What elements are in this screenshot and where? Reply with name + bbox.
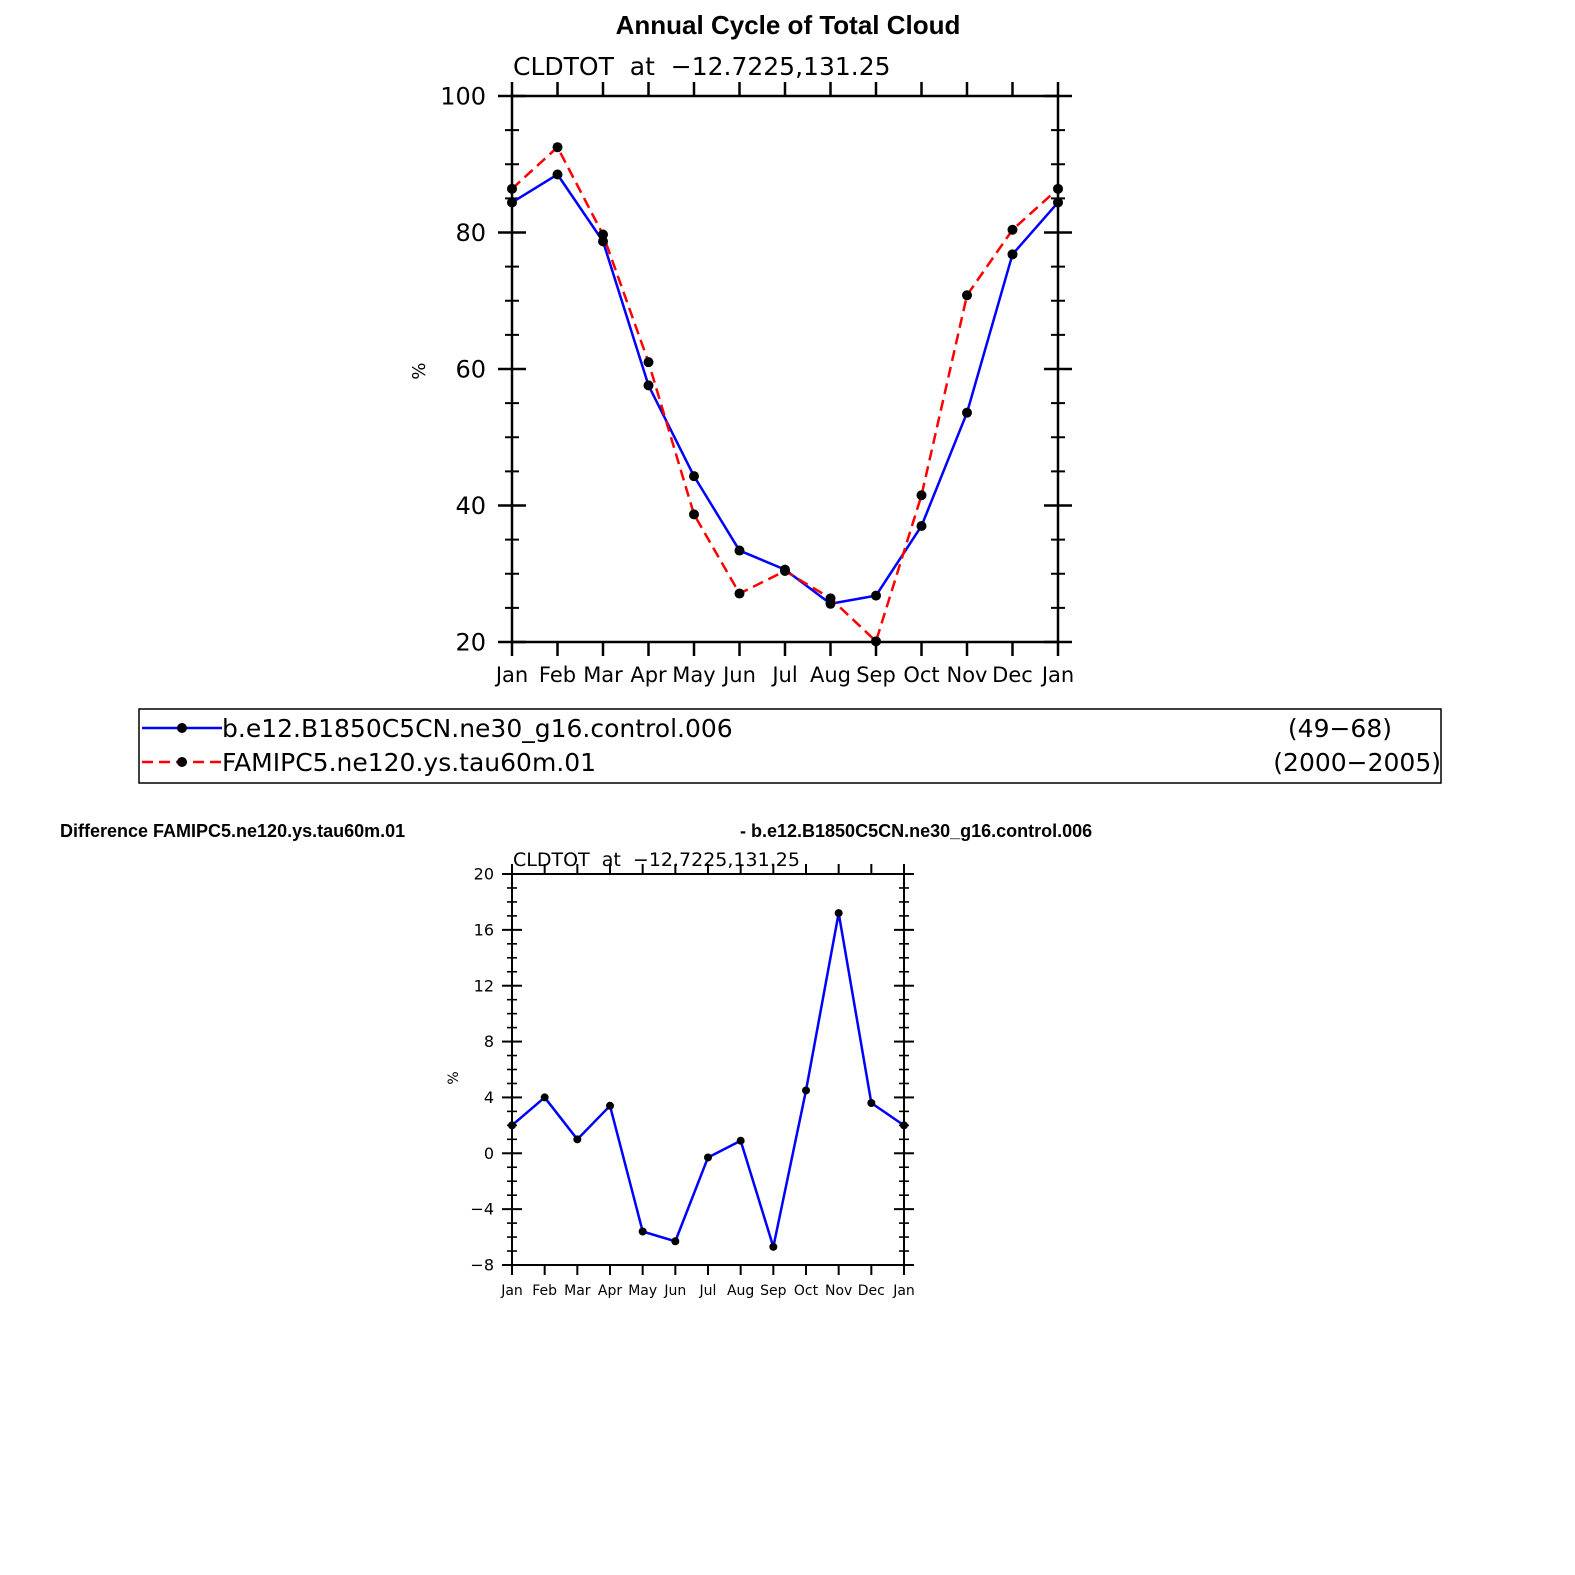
legend-marker-series2 [177, 757, 187, 767]
c2-series-1-point [638, 1227, 647, 1236]
c1-xtick-label: Apr [630, 663, 667, 687]
c2-xtick-label: Jul [699, 1283, 717, 1299]
c1-series-2-point [916, 490, 927, 501]
c2-series-1-point [802, 1086, 810, 1095]
annual-cycle-ylabel: % [409, 362, 430, 379]
c2-series-1-point [508, 1121, 516, 1130]
c1-series-2-point [1053, 183, 1063, 194]
c2-series-1-point [900, 1121, 908, 1130]
c2-xtick-label: Sep [760, 1283, 787, 1299]
c1-xtick-label: Nov [947, 663, 988, 687]
c1-series-2-point [962, 290, 972, 301]
figure-title: Annual Cycle of Total Cloud [616, 10, 961, 40]
c1-series-1-point [643, 380, 654, 391]
c2-series-1-point [867, 1099, 876, 1108]
c1-xtick-label: Dec [992, 663, 1033, 687]
c2-xtick-label: Oct [794, 1283, 819, 1299]
c2-ytick-label: 4 [484, 1088, 494, 1107]
c1-xtick-label: Aug [810, 663, 851, 687]
legend-entry-series1: b.e12.B1850C5CN.ne30_g16.control.006 (49… [142, 714, 1392, 743]
c2-series-1-point [573, 1135, 582, 1144]
c1-xtick-label: Oct [903, 663, 939, 687]
c2-ytick-label: 12 [474, 976, 494, 995]
c1-series-2-point [780, 566, 790, 577]
annual-cycle-subtitle: CLDTOT at −12.7225,131.25 [513, 52, 891, 81]
c1-series-2-point [825, 593, 836, 604]
c2-series-1-point [736, 1136, 745, 1145]
c2-ytick-label: −4 [470, 1200, 494, 1219]
c2-plot-frame [511, 873, 905, 1266]
c1-xtick-label: May [672, 663, 715, 687]
c1-ytick-label: 20 [455, 628, 486, 656]
c1-series-1-point [1053, 197, 1063, 208]
c1-series-1-point [552, 169, 563, 180]
c1-series-2-point [734, 588, 745, 599]
c1-series-1-point [1007, 249, 1018, 260]
legend-marker-series1 [177, 723, 187, 733]
c1-xtick-label: Jan [1040, 663, 1074, 687]
c1-series-1-point [871, 590, 881, 601]
c1-series-1-point [689, 471, 699, 482]
c2-xtick-label: Aug [727, 1283, 754, 1299]
difference-title-right: - b.e12.B1850C5CN.ne30_g16.control.006 [740, 821, 1092, 841]
c1-ytick-label: 80 [455, 219, 486, 247]
c1-series-2-point [643, 357, 654, 368]
c1-ytick-label: 60 [455, 355, 486, 383]
c1-series-1-point [507, 197, 517, 208]
difference-ylabel: % [446, 1071, 462, 1084]
legend-entry-series2: FAMIPC5.ne120.ys.tau60m.01 (2000−2005) [142, 748, 1441, 777]
c2-series-1-point [606, 1101, 614, 1110]
c1-xtick-label: Mar [583, 663, 623, 687]
c1-series-2-point [1007, 224, 1018, 235]
c1-series-1-point [734, 545, 745, 556]
legend-label-series1: b.e12.B1850C5CN.ne30_g16.control.006 [222, 714, 733, 743]
c2-series-line-1 [511, 911, 905, 1249]
c1-ytick-label: 100 [440, 82, 486, 110]
legend-label-series2: FAMIPC5.ne120.ys.tau60m.01 [222, 748, 596, 777]
legend-years-series2: (2000−2005) [1273, 748, 1441, 777]
c1-series-2-point [598, 229, 608, 240]
c1-xtick-label: Feb [539, 663, 576, 687]
legend-box [138, 708, 1442, 784]
c2-xtick-label: Mar [564, 1283, 591, 1299]
c2-ytick-label: 16 [474, 920, 494, 939]
c2-xtick-label: May [628, 1283, 657, 1299]
c2-ytick-label: 20 [474, 865, 494, 884]
difference-title-left: Difference FAMIPC5.ne120.ys.tau60m.01 [60, 821, 405, 841]
c2-series-1-point [769, 1242, 778, 1251]
c2-xtick-label: Feb [532, 1283, 557, 1299]
c1-xtick-label: Jul [770, 663, 797, 687]
annual-cycle-chart: CLDTOT at −12.7225,131.25 % Jan Feb Mar Apr… [409, 52, 1074, 687]
c2-xtick-label: Jan [500, 1283, 523, 1299]
c2-series-1-point [671, 1237, 680, 1246]
difference-chart: CLDTOT at −12.7225,131.25 % Jan Feb Mar Apr… [446, 849, 915, 1299]
legend: b.e12.B1850C5CN.ne30_g16.control.006 (49… [138, 708, 1442, 784]
c2-ytick-label: −8 [470, 1256, 494, 1275]
c1-series-2-point [689, 509, 699, 520]
difference-subtitle: CLDTOT at −12.7225,131.25 [513, 849, 800, 871]
c2-xtick-label: Apr [598, 1283, 622, 1299]
c1-ytick-label: 40 [455, 492, 486, 520]
c2-xtick-label: Nov [825, 1283, 852, 1299]
c2-series-1-point [834, 909, 843, 918]
c1-series-1-point [962, 407, 972, 418]
c2-xtick-label: Dec [858, 1283, 885, 1299]
c1-series-2-point [871, 636, 881, 647]
c2-series-1-point [540, 1093, 549, 1102]
c1-series-1-point [916, 520, 927, 531]
c1-series-2-point [552, 142, 563, 153]
c1-xtick-label: Sep [856, 663, 896, 687]
c2-series-1-point [704, 1153, 712, 1162]
c1-xtick-label: Jan [494, 663, 528, 687]
c2-ytick-label: 8 [484, 1032, 494, 1051]
c1-plot-frame [510, 94, 1060, 644]
c1-series-2-point [507, 183, 517, 194]
c2-xtick-label: Jun [663, 1283, 686, 1299]
legend-years-series1: (49−68) [1288, 714, 1392, 743]
c2-xtick-label: Jan [892, 1283, 915, 1299]
c2-ytick-label: 0 [484, 1144, 494, 1163]
c1-xtick-label: Jun [721, 663, 756, 687]
c1-series-line-1 [511, 173, 1059, 606]
